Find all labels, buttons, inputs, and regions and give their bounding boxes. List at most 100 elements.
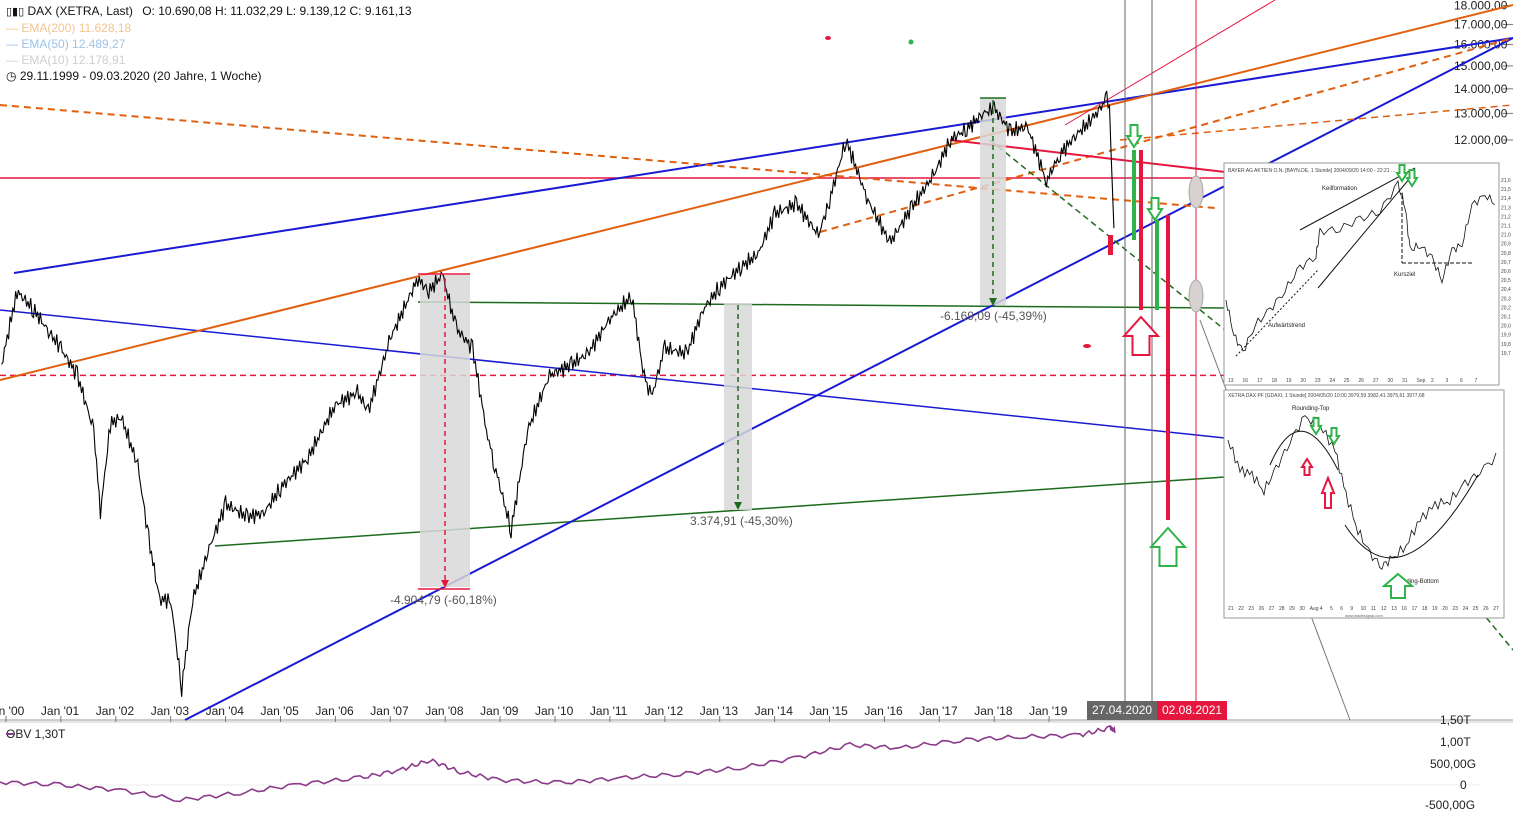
- inset-dax-xtick: 20: [1442, 606, 1448, 612]
- inset-bayer-ytick: 20,2: [1501, 305, 1511, 311]
- y-tick-label: 15.000,00: [1454, 59, 1508, 73]
- drawdown-arrow-2011-head: [734, 502, 742, 510]
- inset-dax-xtick: 9: [1350, 606, 1353, 612]
- inset-bayer-xtick: 30: [1388, 378, 1394, 384]
- inset-bayer-title: BAYER AG AKTIEN O.N. [BAYN.DE, 1 Stunde]…: [1228, 168, 1395, 174]
- inset-dax-xtick: 17: [1412, 606, 1418, 612]
- green-dashed-channel: [989, 139, 1226, 331]
- inset-dax-xtick: Aug: [1310, 606, 1319, 612]
- inset-dax-footer: www.tradesignal.com: [1345, 613, 1383, 618]
- x-tick-label: Jan '04: [206, 704, 245, 718]
- inset-bayer-label-uptrend: Aufwärtstrend: [1268, 323, 1305, 329]
- obv-panel: OBV 1,30T 1,50T 1,00T 500,00G 0 -500,00G: [0, 713, 1480, 812]
- inset-dax-xtick: 11: [1371, 606, 1376, 612]
- drawdown-arrow-2018-head: [989, 298, 997, 306]
- blue-lower-trendline: [184, 37, 1513, 721]
- inset-bayer-xtick: 3: [1446, 378, 1449, 384]
- x-tick-label: Jan '05: [261, 704, 300, 718]
- inset-bayer-xtick: Sep: [1417, 378, 1426, 384]
- x-tick-label: Jan '07: [370, 704, 409, 718]
- inset-bayer-ytick: 20,7: [1501, 260, 1511, 266]
- inset-dax-label-bottom: Rounding-Bottom: [1392, 579, 1439, 585]
- green-dot: [908, 39, 914, 45]
- inset-bayer-ytick: 20,0: [1501, 324, 1511, 330]
- green-down-arrow-1: [1125, 124, 1143, 149]
- inset-dax-rounding-bottom: [1344, 474, 1479, 559]
- inset-bayer-xtick: 24: [1330, 378, 1336, 384]
- inset-dax-green-arrow-1: [1309, 417, 1323, 436]
- inset-bayer-ytick: 21,5: [1501, 187, 1511, 193]
- y-tick-label: 17.000,00: [1454, 17, 1508, 31]
- inset-dax-xtick: 10: [1361, 606, 1367, 612]
- inset-dax-xtick: 30: [1299, 606, 1305, 612]
- x-tick-label: Jan '12: [645, 704, 684, 718]
- inset-bayer-xtick: 13: [1228, 378, 1234, 384]
- orange-dashed-down: [0, 104, 1216, 209]
- inset-bayer-ytick: 20,1: [1501, 315, 1511, 321]
- inset-dax-xtick: 25: [1473, 606, 1479, 612]
- inset-bayer-ytick: 21,6: [1501, 178, 1511, 184]
- inset-bayer-ytick: 20,5: [1501, 278, 1511, 284]
- red-dot-2: [1083, 344, 1091, 348]
- candle-icon: ▯▮▯: [6, 6, 25, 18]
- inset-bayer-xtick: 25: [1344, 378, 1350, 384]
- inset-dax-red-arrow-1: [1300, 457, 1314, 476]
- inset-bayer-wedge-bottom: [1317, 177, 1411, 289]
- inset-dax-xtick: 13: [1391, 606, 1397, 612]
- obv-tick-label: 0: [1460, 778, 1467, 792]
- inset-bayer-ytick: 19,7: [1501, 351, 1511, 357]
- drawdown-arrow-2008-head: [441, 580, 449, 588]
- x-tick-label: Jan '03: [151, 704, 190, 718]
- inset-bayer-xtick: 16: [1243, 378, 1249, 384]
- inset-bayer-ytick: 21,2: [1501, 214, 1511, 220]
- x-tick-label: Jan '09: [480, 704, 519, 718]
- inset-dax-xtick: 5: [1330, 606, 1333, 612]
- inset-bayer-arrow-2: [1405, 169, 1419, 188]
- obv-label: OBV 1,30T: [6, 727, 66, 741]
- orange-trendline: [0, 4, 1513, 381]
- y-tick-label: 18.000,00: [1454, 0, 1508, 12]
- green-up-arrow: [1148, 526, 1188, 567]
- inset-dax-xtick: 23: [1248, 606, 1254, 612]
- x-tick-label: Jan '02: [96, 704, 135, 718]
- inset-bayer-xtick: 17: [1257, 378, 1263, 384]
- x-tick-label: Jan '11: [590, 704, 628, 718]
- marker-date-2: 02.08.2021: [1157, 701, 1228, 720]
- inset-dax-xtick: 21: [1228, 606, 1234, 612]
- inset-dax-price: [1227, 415, 1497, 570]
- inset-bayer-xtick: 31: [1402, 378, 1408, 384]
- inset-dax-xtick: 29: [1289, 606, 1295, 612]
- inset-bayer-label-wedge: Keilformation: [1322, 186, 1357, 192]
- obv-tick-label: 1,00T: [1440, 735, 1471, 749]
- inset-dax-xtick: 26: [1259, 606, 1265, 612]
- red-marker-bar: [1108, 235, 1113, 255]
- inset-bayer-ytick: 21,4: [1501, 196, 1511, 202]
- inset-dax-title: XETRA DAX PF [GDAXI, 1 Stunde] 2004/05/2…: [1228, 393, 1425, 399]
- inset-dax-xtick: 16: [1401, 606, 1407, 612]
- inset-dax-xtick: 19: [1432, 606, 1438, 612]
- green-support-line: [214, 476, 1226, 547]
- inset-dax-xtick: 28: [1279, 606, 1285, 612]
- inset-dax-rounding-top: [1269, 430, 1339, 471]
- inset-bayer-ytick: 20,4: [1501, 287, 1511, 293]
- inset-dax-xtick: 24: [1463, 606, 1469, 612]
- ellipse-marker-2: [1188, 279, 1204, 313]
- inset-dax-xtick: 26: [1483, 606, 1489, 612]
- projection-bar-green-1: [1132, 150, 1136, 240]
- x-tick-label: Jan '00: [0, 704, 25, 718]
- y-tick-label: 14.000,00: [1454, 82, 1508, 96]
- inset-dax-red-arrow-2: [1320, 475, 1336, 509]
- blue-mid-trendline: [0, 309, 1226, 439]
- green-resistance-line: [417, 301, 1226, 309]
- blue-upper-trendline: [13, 37, 1513, 274]
- inset-bayer-xtick: 26: [1359, 378, 1365, 384]
- inset-bayer-ytick: 20,3: [1501, 296, 1511, 302]
- y-tick-label: 12.000,00: [1454, 133, 1508, 147]
- drawdown-label-2018: -6.169,09 (-45,39%): [940, 309, 1047, 323]
- x-tick-label: Jan '01: [41, 704, 80, 718]
- inset-bayer-xtick: 19: [1286, 378, 1292, 384]
- inset-bayer-ytick: 21,3: [1501, 205, 1511, 211]
- x-tick-label: Jan '13: [700, 704, 739, 718]
- projection-bar-red-2: [1166, 215, 1170, 520]
